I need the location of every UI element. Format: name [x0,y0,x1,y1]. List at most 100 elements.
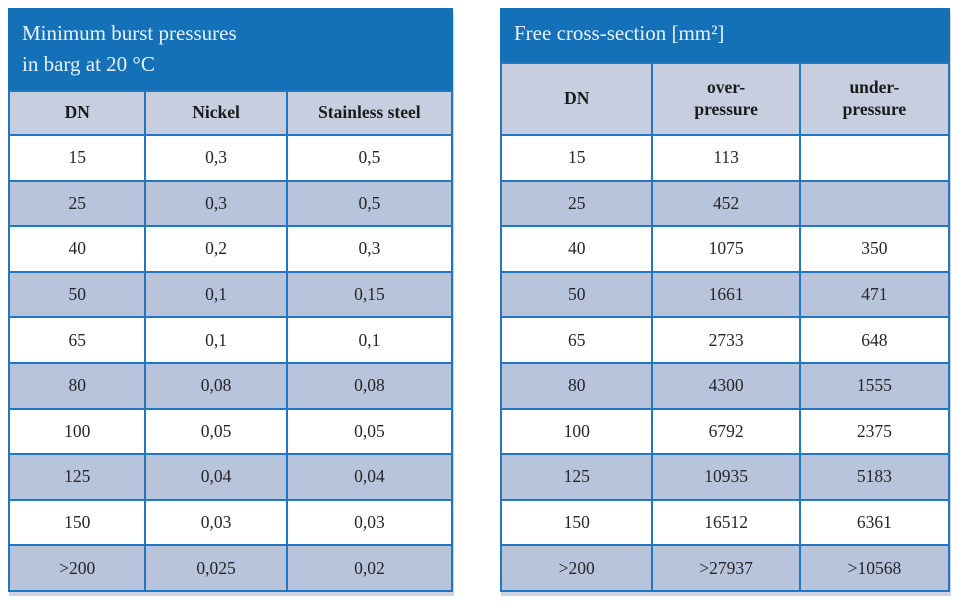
free-cross-section-table-body: 15 113 25 452 40 1075 350 50 1661 471 65 2733 648 80 4… [499,134,951,592]
cell: 0,08 [144,361,288,410]
cell: 0,1 [285,316,454,364]
cell: >10568 [798,544,951,592]
table-row: 125 0,04 0,04 [7,453,454,501]
cell: 0,5 [285,134,454,182]
cell: 0,03 [285,498,454,547]
cell: 0,1 [144,316,288,364]
table-row: 25 0,3 0,5 [7,179,454,228]
table-row: 125 10935 5183 [499,453,951,501]
cell: 0,03 [144,498,288,547]
cell: 1661 [651,270,801,319]
cell: 0,15 [285,270,454,319]
cell: 0,04 [144,453,288,501]
table-row: 150 16512 6361 [499,498,951,547]
table-row: 100 0,05 0,05 [7,407,454,456]
cell: >200 [499,544,654,592]
table-row: 15 0,3 0,5 [7,134,454,182]
cell: 25 [499,179,654,228]
cell: >200 [7,544,147,592]
table-row: 40 0,2 0,3 [7,225,454,273]
cell: 0,3 [285,225,454,273]
title-line-2: in barg at 20 °C [22,52,155,76]
table-row: 80 4300 1555 [499,361,951,410]
table-row: >200 0,025 0,02 [7,544,454,592]
cell: 40 [7,225,147,273]
burst-pressure-table-body: 15 0,3 0,5 25 0,3 0,5 40 0,2 0,3 50 0,1 0,15 65 0,1 0,… [7,134,454,592]
cell: 50 [499,270,654,319]
column-header-underpressure: under- pressure [798,62,951,136]
cell: 0,04 [285,453,454,501]
cell: 0,05 [285,407,454,456]
title-line-1: Free cross-section [mm²] [514,21,725,45]
free-cross-section-table-card: Free cross-section [mm²] DN over- pressu… [499,8,951,592]
cell: 15 [499,134,654,182]
burst-pressure-table-card: Minimum burst pressures in barg at 20 °C… [7,8,454,592]
cell: 2733 [651,316,801,364]
cell: 65 [499,316,654,364]
cell: 15 [7,134,147,182]
cell: 0,02 [285,544,454,592]
cell: 0,5 [285,179,454,228]
cell: 6792 [651,407,801,456]
column-header-row: DN over- pressure under- pressure [499,62,951,136]
cell: 648 [798,316,951,364]
cell: 0,025 [144,544,288,592]
cell: >27937 [651,544,801,592]
burst-pressure-table-title: Minimum burst pressures in barg at 20 °C [8,8,453,90]
cell: 0,2 [144,225,288,273]
column-header-row: DN Nickel Stainless steel [7,90,454,136]
free-cross-section-table: DN over- pressure under- pressure 15 113 2… [499,62,951,592]
column-header-dn: DN [499,62,654,136]
cell: 350 [798,225,951,273]
table-row: 150 0,03 0,03 [7,498,454,547]
table-row: 50 0,1 0,15 [7,270,454,319]
cell: 40 [499,225,654,273]
column-header-nickel: Nickel [144,90,288,136]
cell: 25 [7,179,147,228]
cell: 80 [499,361,654,410]
cell: 1555 [798,361,951,410]
cell: 113 [651,134,801,182]
cell: 10935 [651,453,801,501]
table-row: >200 >27937 >10568 [499,544,951,592]
cell: 452 [651,179,801,228]
cell: 100 [499,407,654,456]
table-row: 40 1075 350 [499,225,951,273]
cell: 471 [798,270,951,319]
cell: 50 [7,270,147,319]
cell: 80 [7,361,147,410]
cell [798,179,951,228]
column-header-overpressure: over- pressure [651,62,801,136]
table-row: 15 113 [499,134,951,182]
cell: 125 [7,453,147,501]
table-row: 25 452 [499,179,951,228]
table-row: 65 0,1 0,1 [7,316,454,364]
cell: 4300 [651,361,801,410]
title-line-1: Minimum burst pressures [22,21,237,45]
cell: 65 [7,316,147,364]
cell: 2375 [798,407,951,456]
cell: 1075 [651,225,801,273]
free-cross-section-table-title: Free cross-section [mm²] [500,8,950,62]
cell: 0,3 [144,179,288,228]
cell: 0,05 [144,407,288,456]
cell: 16512 [651,498,801,547]
cell: 0,08 [285,361,454,410]
table-row: 50 1661 471 [499,270,951,319]
cell: 5183 [798,453,951,501]
table-row: 65 2733 648 [499,316,951,364]
cell: 150 [7,498,147,547]
cell: 6361 [798,498,951,547]
column-header-dn: DN [7,90,147,136]
cell: 100 [7,407,147,456]
cell: 0,3 [144,134,288,182]
burst-pressure-table: DN Nickel Stainless steel 15 0,3 0,5 25 0,3 0… [7,90,454,592]
table-row: 80 0,08 0,08 [7,361,454,410]
cell [798,134,951,182]
column-header-stainless-steel: Stainless steel [285,90,454,136]
cell: 125 [499,453,654,501]
cell: 150 [499,498,654,547]
cell: 0,1 [144,270,288,319]
table-row: 100 6792 2375 [499,407,951,456]
